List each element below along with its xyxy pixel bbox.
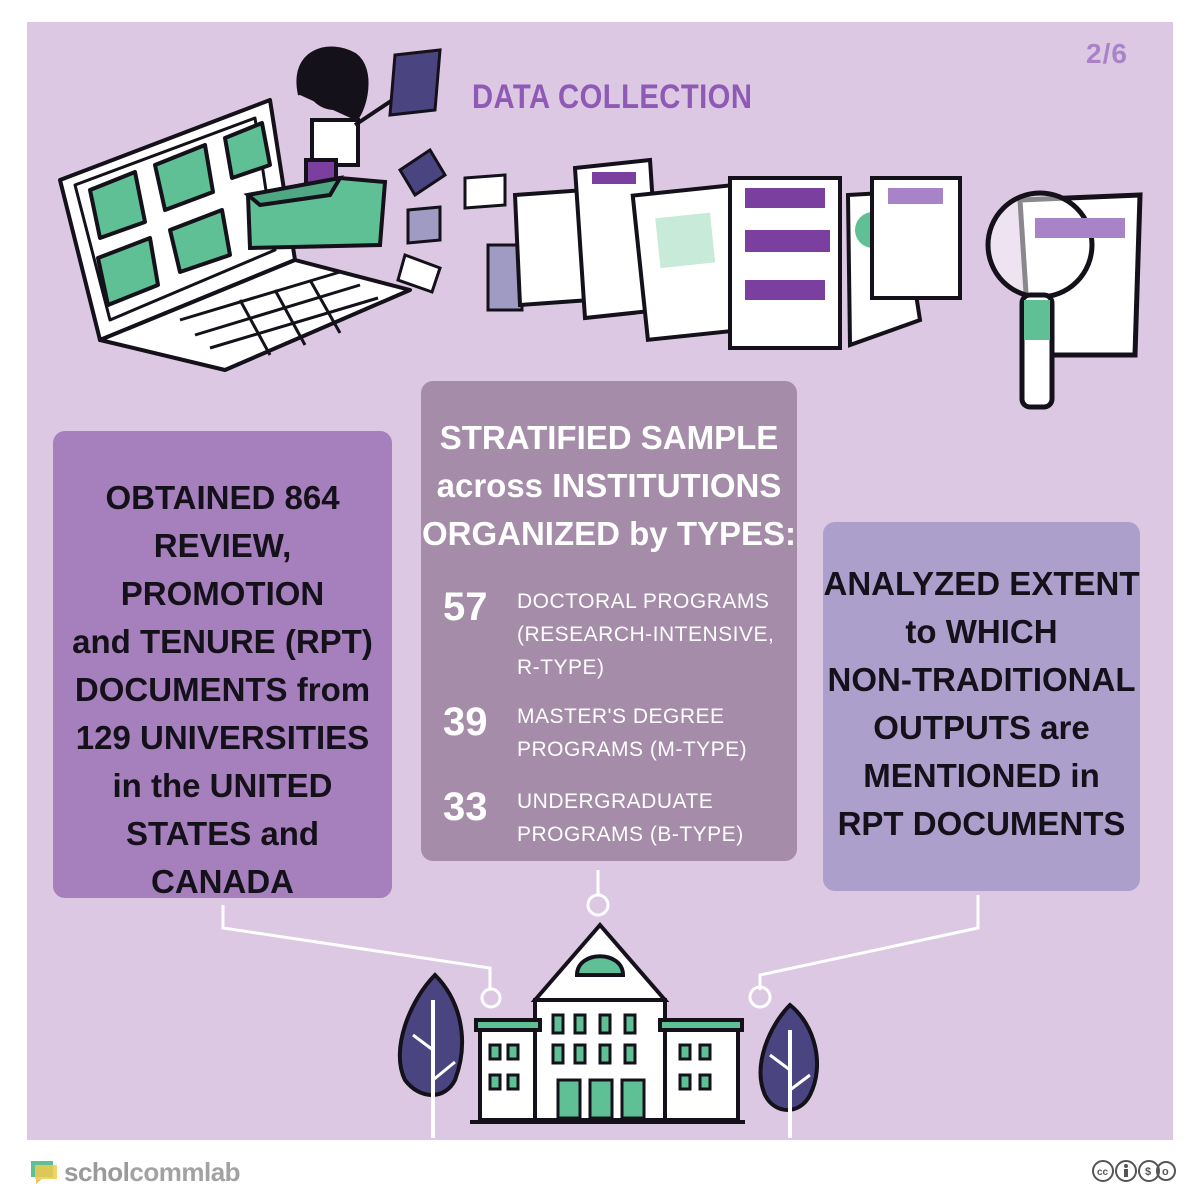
left-line-6: in the UNITED bbox=[112, 767, 333, 804]
flying-papers-illustration bbox=[388, 48, 524, 312]
logo-wordmark: scholcommlab bbox=[64, 1156, 241, 1188]
documents-illustration bbox=[512, 157, 962, 350]
person-in-box-illustration bbox=[243, 46, 402, 251]
stat-label: UNDERGRADUATE PROGRAMS (B-TYPE) bbox=[517, 785, 787, 851]
stat-label: MASTER'S DEGREE PROGRAMS (M-TYPE) bbox=[517, 700, 787, 766]
stat-label-line: MASTER'S DEGREE bbox=[517, 705, 725, 728]
mid-heading-line-2: across INSTITUTIONS bbox=[436, 467, 782, 504]
svg-text:o: o bbox=[1162, 1166, 1169, 1178]
stat-label-line: DOCTORAL PROGRAMS bbox=[517, 590, 770, 613]
stat-label-line: UNDERGRADUATE bbox=[517, 790, 714, 813]
left-line-2: REVIEW, PROMOTION bbox=[120, 527, 325, 612]
page-title: DATA COLLECTION bbox=[472, 78, 753, 116]
mid-heading-line-3: ORGANIZED by TYPES: bbox=[421, 515, 797, 552]
university-building-illustration bbox=[470, 921, 745, 1124]
stat-label-line: PROGRAMS (M-TYPE) bbox=[517, 738, 748, 761]
stat-number: 39 bbox=[443, 700, 488, 744]
creative-commons-license-icon[interactable]: cc $ o bbox=[1090, 1158, 1176, 1184]
tree-left-illustration bbox=[397, 972, 464, 1138]
documents-obtained-box bbox=[53, 431, 392, 898]
left-line-4: DOCUMENTS from bbox=[74, 671, 371, 708]
magnifier-illustration bbox=[985, 190, 1143, 410]
left-line-5: 129 UNIVERSITIES bbox=[75, 719, 370, 756]
page-indicator: 2/6 bbox=[1086, 38, 1128, 69]
connector-lines bbox=[221, 870, 980, 1009]
stratified-sample-heading: STRATIFIED SAMPLE across INSTITUTIONS OR… bbox=[421, 414, 797, 558]
right-line-1: ANALYZED EXTENT bbox=[823, 565, 1140, 602]
svg-text:cc: cc bbox=[1097, 1167, 1109, 1178]
right-line-2: to WHICH bbox=[905, 613, 1058, 650]
speech-bubble-icon bbox=[31, 1161, 57, 1184]
documents-obtained-text: OBTAINED 864 REVIEW, PROMOTION and TENUR… bbox=[53, 474, 392, 906]
stat-label-line: R-TYPE) bbox=[517, 656, 605, 679]
right-line-5: MENTIONED in bbox=[863, 757, 1100, 794]
analysis-box bbox=[823, 522, 1140, 891]
tree-right-illustration bbox=[758, 1002, 819, 1138]
stat-label: DOCTORAL PROGRAMS (RESEARCH-INTENSIVE, R… bbox=[517, 585, 787, 684]
right-line-4: OUTPUTS are bbox=[873, 709, 1090, 746]
stratified-sample-box bbox=[421, 381, 797, 861]
scholcommlab-logo[interactable]: scholcommlab bbox=[30, 1156, 241, 1188]
stat-number: 33 bbox=[443, 785, 488, 829]
left-line-7: STATES and bbox=[125, 815, 320, 852]
logo-text-light: schol bbox=[64, 1156, 130, 1187]
stat-number: 57 bbox=[443, 585, 488, 629]
stat-label-line: PROGRAMS (B-TYPE) bbox=[517, 823, 744, 846]
left-line-8: CANADA bbox=[151, 863, 294, 900]
mid-heading-line-1: STRATIFIED SAMPLE bbox=[439, 419, 779, 456]
laptop-illustration bbox=[58, 98, 412, 372]
stat-label-line: (RESEARCH-INTENSIVE, bbox=[517, 623, 775, 646]
analysis-text: ANALYZED EXTENT to WHICH NON-TRADITIONAL… bbox=[823, 560, 1140, 848]
logo-text-strong: commlab bbox=[129, 1156, 241, 1187]
left-line-3: and TENURE (RPT) bbox=[72, 623, 373, 660]
svg-text:$: $ bbox=[1145, 1166, 1151, 1178]
right-line-3: NON-TRADITIONAL bbox=[827, 661, 1136, 698]
right-line-6: RPT DOCUMENTS bbox=[837, 805, 1126, 842]
left-line-1: OBTAINED 864 bbox=[105, 479, 340, 516]
